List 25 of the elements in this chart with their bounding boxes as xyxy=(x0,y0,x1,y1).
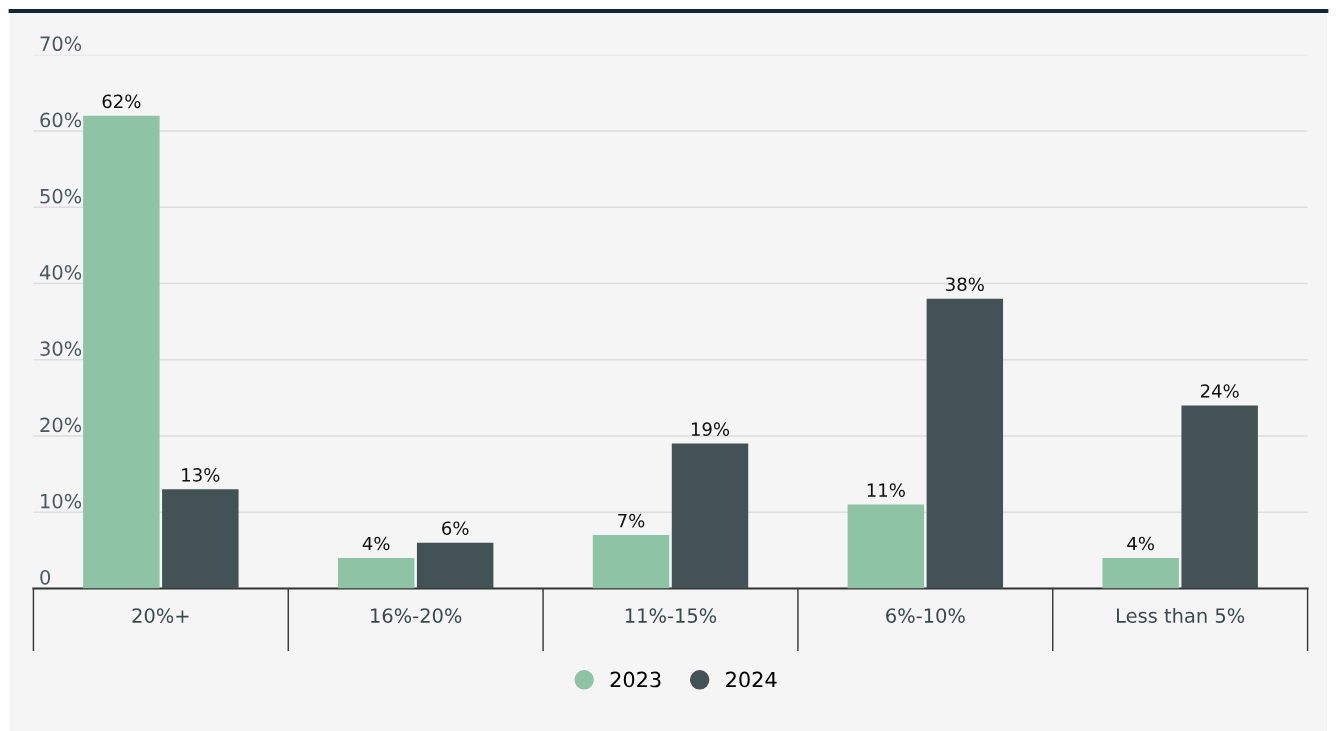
data-label: 38% xyxy=(946,277,984,292)
data-label: 19% xyxy=(691,422,730,436)
y-tick-label: 40% xyxy=(39,265,82,280)
y-tick-label: 60% xyxy=(40,112,82,128)
x-tick-label: 20%+ xyxy=(132,608,189,623)
y-tick-label: 50% xyxy=(40,188,82,204)
x-tick-label: 6%-10% xyxy=(886,608,965,623)
x-tick-label: 11%-15% xyxy=(625,608,717,623)
legend-label: 2023 xyxy=(610,671,661,688)
x-tick-label: 16%-20% xyxy=(371,608,462,623)
legend-label: 2024 xyxy=(726,671,777,688)
y-tick-label: 0 xyxy=(40,569,51,585)
y-tick-label: 30% xyxy=(40,341,82,356)
data-label: 7% xyxy=(618,513,645,528)
data-label: 6% xyxy=(442,521,469,536)
data-label: 13% xyxy=(182,468,220,482)
y-tick-label: 20% xyxy=(40,417,82,433)
data-label: 62% xyxy=(102,94,141,109)
x-tick-label: Less than 5% xyxy=(1117,607,1245,623)
y-tick-label: 10% xyxy=(41,493,82,509)
data-label: 4% xyxy=(1127,536,1154,551)
data-label: 4% xyxy=(362,536,390,551)
data-label: 24% xyxy=(1200,384,1239,398)
data-label: 11% xyxy=(867,483,905,497)
y-tick-label: 70% xyxy=(40,36,82,52)
